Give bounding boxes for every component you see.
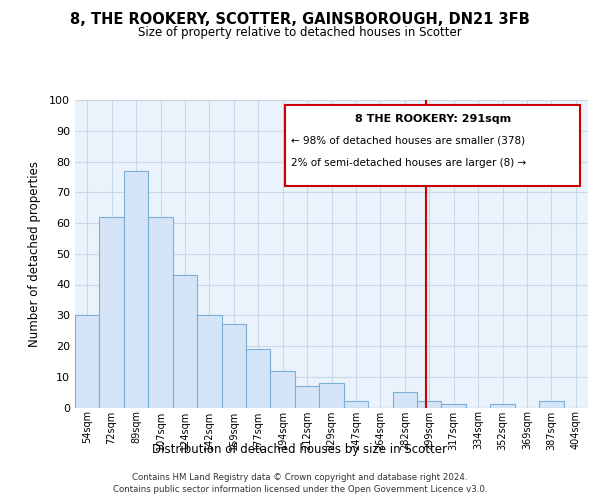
Bar <box>344 402 368 407</box>
Bar <box>490 404 515 407</box>
Bar <box>392 392 417 407</box>
Text: Contains HM Land Registry data © Crown copyright and database right 2024.: Contains HM Land Registry data © Crown c… <box>132 472 468 482</box>
FancyBboxPatch shape <box>286 104 580 186</box>
Bar <box>442 404 466 407</box>
Bar <box>295 386 319 407</box>
Bar <box>148 217 173 408</box>
Text: Distribution of detached houses by size in Scotter: Distribution of detached houses by size … <box>152 442 448 456</box>
Text: Contains public sector information licensed under the Open Government Licence v3: Contains public sector information licen… <box>113 485 487 494</box>
Bar <box>417 402 442 407</box>
Bar <box>271 370 295 408</box>
Text: 8, THE ROOKERY, SCOTTER, GAINSBOROUGH, DN21 3FB: 8, THE ROOKERY, SCOTTER, GAINSBOROUGH, D… <box>70 12 530 28</box>
Text: 2% of semi-detached houses are larger (8) →: 2% of semi-detached houses are larger (8… <box>292 158 527 168</box>
Bar <box>100 217 124 408</box>
Text: Size of property relative to detached houses in Scotter: Size of property relative to detached ho… <box>138 26 462 39</box>
Bar <box>319 383 344 407</box>
Y-axis label: Number of detached properties: Number of detached properties <box>28 161 41 347</box>
Bar <box>221 324 246 407</box>
Bar <box>246 349 271 408</box>
Bar <box>197 316 221 408</box>
Bar <box>539 402 563 407</box>
Bar <box>173 276 197 407</box>
Text: 8 THE ROOKERY: 291sqm: 8 THE ROOKERY: 291sqm <box>355 114 511 124</box>
Bar <box>75 316 100 408</box>
Bar <box>124 170 148 408</box>
Text: ← 98% of detached houses are smaller (378): ← 98% of detached houses are smaller (37… <box>292 136 526 145</box>
